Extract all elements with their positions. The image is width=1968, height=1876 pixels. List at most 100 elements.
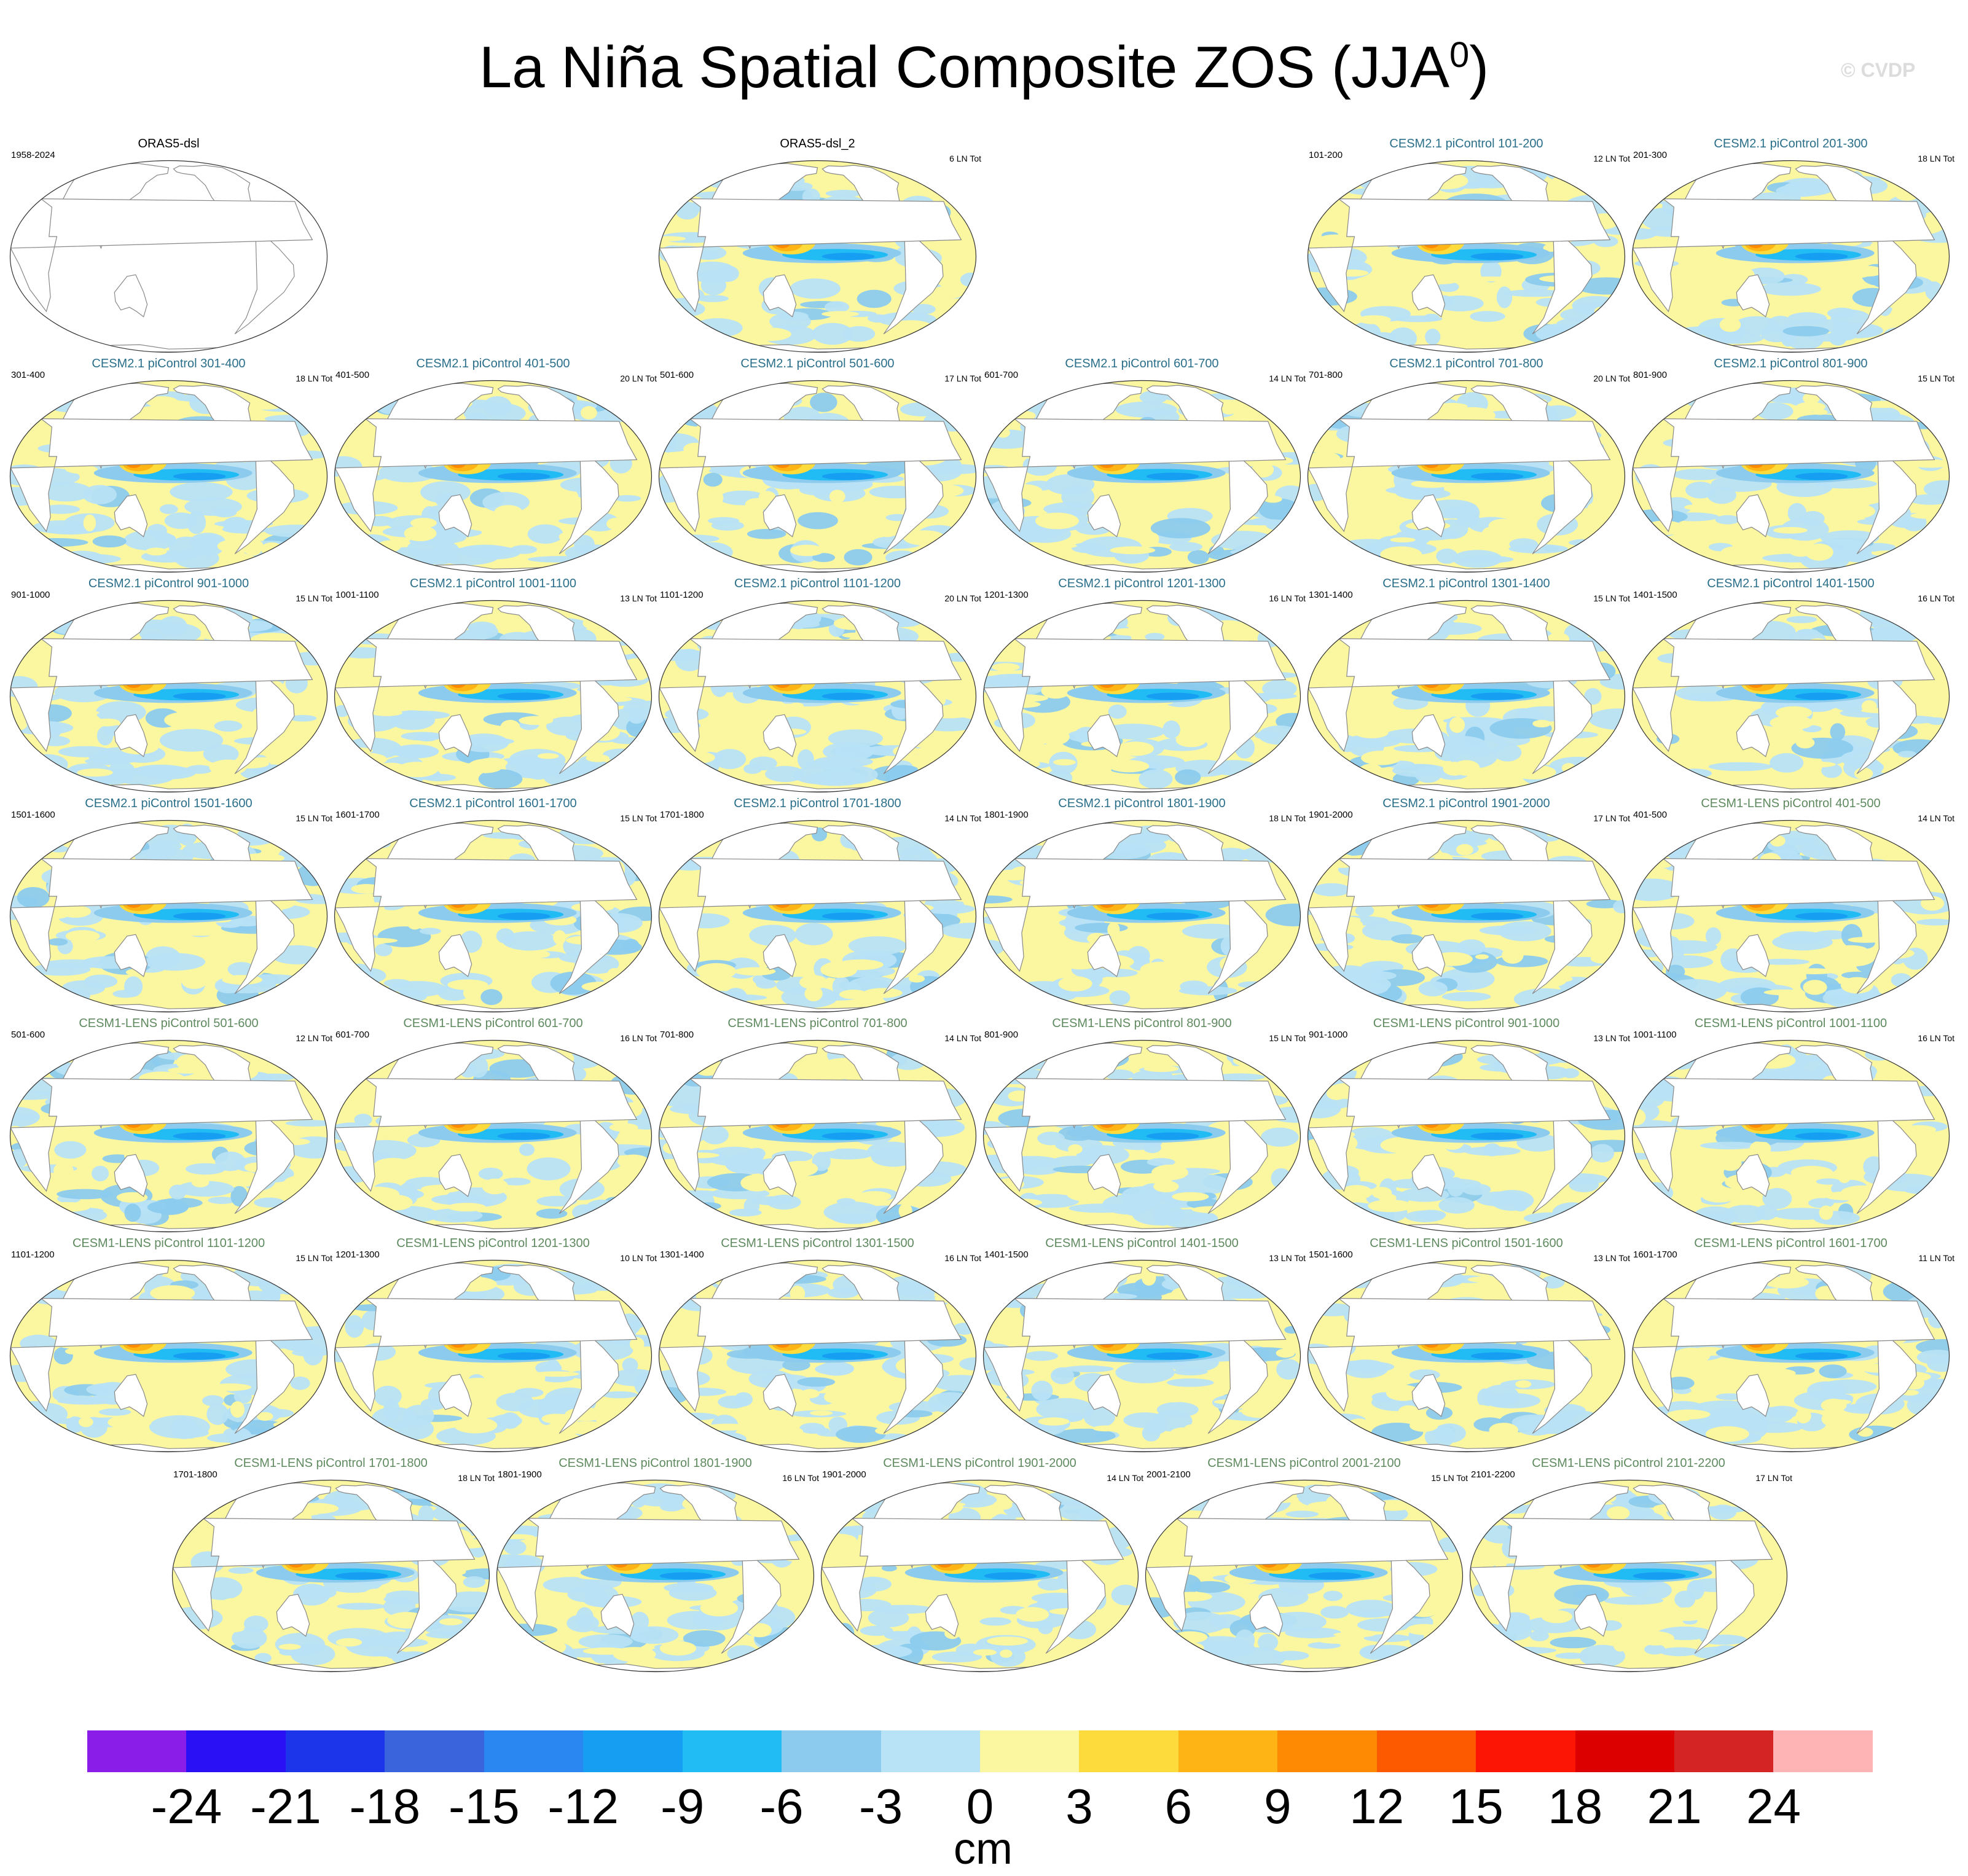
anomaly-neutral-patch xyxy=(377,540,401,552)
anomaly-neutral-patch xyxy=(1805,544,1833,561)
anomaly-neutral-patch xyxy=(1588,501,1617,514)
anomaly-neutral-patch xyxy=(787,1428,804,1436)
map-panel: CESM1-LENS piControl 701-800 701-800 14 LN… xyxy=(656,1016,981,1234)
anomaly-negative-patch xyxy=(527,1157,571,1181)
anomaly-neutral-patch xyxy=(898,1203,912,1219)
panel-title: CESM2.1 piControl 601-700 xyxy=(1065,357,1219,370)
anomaly-negative-patch xyxy=(264,525,327,537)
colorbar-tick-label: 15 xyxy=(1448,1779,1503,1834)
anomaly-negative-patch xyxy=(1825,990,1849,996)
map-panel: CESM2.1 piControl 1501-1600 1501-1600 15 L… xyxy=(7,796,332,1014)
anomaly-negative-patch xyxy=(847,1504,871,1511)
australia-landmass xyxy=(763,714,797,757)
equatorial-anomaly-band xyxy=(497,1352,551,1360)
anomaly-negative-patch xyxy=(1187,550,1209,565)
panel-title: CESM1-LENS piControl 1401-1500 xyxy=(1045,1237,1239,1250)
anomaly-negative-patch xyxy=(99,1408,131,1416)
anomaly-neutral-patch xyxy=(1706,525,1739,538)
anomaly-neutral-patch xyxy=(1359,764,1382,776)
panel-period-label: 301-400 xyxy=(11,370,45,380)
anomaly-negative-patch xyxy=(1230,548,1275,556)
anomaly-negative-patch xyxy=(1554,1584,1609,1605)
anomaly-neutral-patch xyxy=(1038,1417,1070,1426)
anomaly-neutral-patch xyxy=(1719,317,1741,332)
panel-title: CESM2.1 piControl 1101-1200 xyxy=(734,577,901,590)
anomaly-neutral-patch xyxy=(439,1618,463,1625)
anomaly-negative-patch xyxy=(159,504,178,514)
anomaly-neutral-patch xyxy=(1008,1198,1043,1206)
anomaly-negative-patch xyxy=(1923,480,1950,498)
colorbar-tick-label: -9 xyxy=(661,1779,705,1834)
anomaly-negative-patch xyxy=(711,520,744,531)
anomaly-negative-patch xyxy=(92,1165,109,1182)
anomaly-negative-patch xyxy=(1666,964,1685,979)
anomaly-neutral-patch xyxy=(1143,1065,1179,1073)
anomaly-neutral-patch xyxy=(824,1391,845,1404)
anomaly-negative-patch xyxy=(1549,757,1607,776)
anomaly-neutral-patch xyxy=(178,928,223,936)
anomaly-negative-patch xyxy=(749,756,777,771)
anomaly-neutral-patch xyxy=(1674,1194,1701,1209)
anomaly-neutral-patch xyxy=(1184,1424,1201,1432)
anomaly-neutral-patch xyxy=(1902,1125,1937,1135)
map-panel: CESM2.1 piControl 1601-1700 1601-1700 15 L… xyxy=(332,796,657,1014)
africa-landmass xyxy=(1632,198,1935,313)
anomaly-neutral-patch xyxy=(410,518,437,528)
equatorial-anomaly-band xyxy=(173,472,226,480)
equatorial-anomaly-band xyxy=(1470,1132,1524,1140)
anomaly-neutral-patch xyxy=(696,963,736,980)
anomaly-negative-patch xyxy=(1909,494,1950,505)
africa-landmass xyxy=(1632,638,1935,752)
anomaly-negative-patch xyxy=(1156,1402,1199,1418)
anomaly-neutral-patch xyxy=(810,1410,833,1416)
anomaly-neutral-patch xyxy=(1016,1607,1049,1622)
anomaly-negative-patch xyxy=(203,744,239,764)
anomaly-negative-patch xyxy=(390,746,439,757)
anomaly-negative-patch xyxy=(911,303,936,315)
map-panel: ORAS5-dsl_2 6 LN Tot xyxy=(656,136,981,354)
anomaly-neutral-patch xyxy=(78,1417,93,1428)
anomaly-negative-patch xyxy=(857,289,892,308)
anomaly-negative-patch xyxy=(675,201,699,220)
anomaly-neutral-patch xyxy=(532,1372,546,1385)
globe-outline xyxy=(9,380,328,573)
globe-outline xyxy=(1307,380,1626,573)
anomaly-negative-patch xyxy=(703,472,723,487)
globe-outline xyxy=(334,819,653,1013)
colorbar-tick-label: -15 xyxy=(448,1779,520,1834)
robinson-map xyxy=(982,1259,1301,1453)
anomaly-neutral-patch xyxy=(1910,512,1950,519)
panel-title: CESM1-LENS piControl 1701-1800 xyxy=(234,1456,428,1470)
south-america-landmass xyxy=(1532,676,1593,775)
anomaly-neutral-patch xyxy=(1613,1639,1627,1652)
anomaly-neutral-patch xyxy=(747,327,791,342)
map-panel: CESM2.1 piControl 1801-1900 1801-1900 18 L… xyxy=(981,796,1306,1014)
anomaly-negative-patch xyxy=(25,538,88,547)
panel-period-label: 401-500 xyxy=(335,370,370,380)
anomaly-neutral-patch xyxy=(947,1075,962,1086)
anomaly-negative-patch xyxy=(833,1213,877,1224)
south-america-landmass xyxy=(1856,896,1917,995)
panel-period-label: 1401-1500 xyxy=(1633,590,1677,600)
anomaly-negative-patch xyxy=(1139,769,1173,789)
anomaly-negative-patch xyxy=(375,944,393,956)
globe-outline xyxy=(9,819,328,1013)
anomaly-negative-patch xyxy=(794,620,820,628)
anomaly-neutral-patch xyxy=(799,975,828,990)
africa-landmass xyxy=(334,418,638,533)
anomaly-negative-patch xyxy=(613,495,641,502)
anomaly-negative-patch xyxy=(176,1428,209,1438)
anomaly-negative-patch xyxy=(747,529,786,539)
anomaly-neutral-patch xyxy=(1770,715,1814,730)
globe-outline xyxy=(982,380,1301,573)
anomaly-neutral-patch xyxy=(53,1162,74,1179)
robinson-map xyxy=(1631,380,1950,573)
anomaly-negative-patch xyxy=(1182,923,1242,939)
panel-title: CESM2.1 piControl 201-300 xyxy=(1714,137,1868,150)
anomaly-neutral-patch xyxy=(1803,980,1827,995)
anomaly-negative-patch xyxy=(1708,762,1773,772)
anomaly-negative-patch xyxy=(213,507,237,518)
anomaly-neutral-patch xyxy=(1542,1610,1572,1624)
anomaly-neutral-patch xyxy=(700,979,719,985)
anomaly-negative-patch xyxy=(1675,686,1733,702)
